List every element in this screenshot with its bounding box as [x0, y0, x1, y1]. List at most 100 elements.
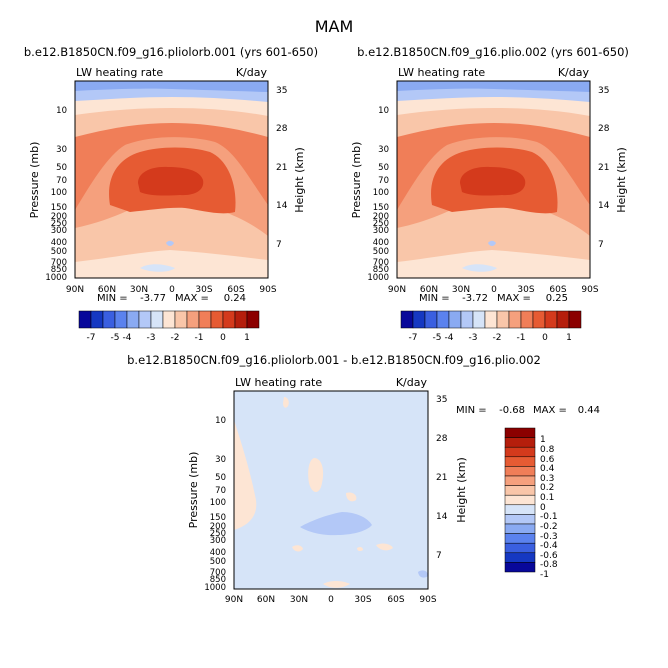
panel-3-ytick-label: 500 — [210, 557, 226, 567]
colorbar-swatch — [210, 310, 224, 329]
panel-3-min-value: -0.68 — [499, 405, 525, 416]
panel-2-ytick-label: 150 — [373, 203, 389, 213]
colorbar-swatch — [174, 310, 188, 329]
panel-3-colorbar-label: 0.3 — [540, 474, 554, 484]
panel-2-ytick-label: 500 — [373, 247, 389, 257]
panel-1-band-surface-pocket — [140, 264, 175, 272]
panel-1-y2tick-label: 28 — [276, 124, 288, 134]
panel-2-band-surface-pocket — [462, 264, 497, 272]
panel-3-variable-label: LW heating rate — [235, 376, 322, 389]
panel-1-ytick-label: 200 — [51, 212, 67, 222]
colorbar-swatch — [568, 310, 582, 329]
panel-3-ytick-label: 100 — [210, 498, 226, 508]
panel-3-band-top-warm — [283, 397, 289, 408]
panel-1-ytick-label: 250 — [51, 219, 67, 229]
panel-3-max-value: 0.44 — [578, 405, 600, 416]
colorbar-swatch — [90, 310, 104, 329]
panel-3-xtick-label: 30S — [354, 595, 371, 605]
panel-3-y2tick-label: 21 — [436, 473, 447, 483]
panel-1-ytick-label: 400 — [51, 238, 67, 248]
panel-1-ytick-label: 300 — [51, 226, 67, 236]
panel-1-colorbar-label: -3 — [147, 333, 156, 343]
panel-3-ytick-label: 30 — [215, 455, 226, 465]
panel-2-ytick-label: 850 — [373, 265, 389, 275]
panel-3-band-warm-blob-b — [376, 543, 393, 551]
panel-3-ytick-label: 50 — [215, 473, 226, 483]
panel-2-xtick-label: 60N — [420, 285, 438, 295]
panel-1-y-axis-title: Pressure (mb) — [28, 142, 41, 219]
panel-1-y2-axis: 35 28 21 14 7 Height (km) — [276, 86, 306, 250]
panel-2-band-blue-spot — [488, 240, 496, 246]
panel-1-y2tick-label: 14 — [276, 201, 288, 211]
colorbar-swatch — [186, 310, 200, 329]
colorbar-swatch — [496, 310, 510, 329]
panel-3-band-background — [234, 391, 428, 589]
panel-3-colorbar-label: -0.8 — [540, 560, 558, 570]
panel-1-ytick-label: 100 — [51, 188, 67, 198]
panel-2-colorbar-label: -7 — [409, 333, 418, 343]
panel-1-colorbar-label: 0 — [220, 333, 226, 343]
colorbar-swatch — [504, 494, 536, 506]
panel-1-frame — [74, 80, 269, 279]
colorbar-swatch — [504, 504, 536, 515]
panel-3-y2-axis-title: Height (km) — [455, 457, 468, 523]
panel-3-colorbar-label: -0.2 — [540, 522, 558, 532]
panel-3-ytick-label: 700 — [210, 568, 226, 578]
panel-1-xtick-label: 60S — [227, 285, 244, 295]
colorbar-swatch — [532, 310, 546, 329]
panel-2-colorbar-label: -2 — [493, 333, 502, 343]
colorbar-swatch — [504, 437, 536, 448]
colorbar-swatch — [504, 542, 536, 554]
colorbar-swatch — [222, 310, 236, 329]
colorbar-swatch — [508, 310, 522, 329]
panel-3-ytick-label: 150 — [210, 513, 226, 523]
panel-2-variable-label: LW heating rate — [398, 66, 485, 79]
colorbar-swatch — [504, 533, 536, 544]
panel-2-max-value: 0.25 — [546, 293, 568, 304]
panel-2-colorbar-labels: -7 -5 -4 -3 -2 -1 0 1 — [409, 333, 572, 343]
panel-2-y2tick-label: 35 — [598, 86, 609, 96]
panel-1-max-label: MAX = — [175, 293, 209, 304]
colorbar-swatch — [504, 552, 536, 563]
colorbar-swatch — [504, 562, 536, 573]
panel-3-xtick-label: 90N — [225, 595, 243, 605]
colorbar-swatch — [162, 310, 176, 329]
panel-3-ytick-label: 400 — [210, 548, 226, 558]
colorbar-swatch — [504, 514, 536, 525]
panel-1-y2tick-label: 7 — [276, 240, 282, 250]
panel-3-colorbar-label: -0.3 — [540, 532, 558, 542]
colorbar-swatch — [556, 310, 570, 329]
colorbar-swatch — [126, 310, 140, 329]
panel-2-xtick-label: 90N — [388, 285, 406, 295]
panel-3-min-label: MIN = — [456, 405, 487, 416]
panel-1-ytick-label: 150 — [51, 203, 67, 213]
panel-1-y2tick-label: 21 — [276, 163, 287, 173]
panel-2-colorbar-label: 1 — [566, 333, 572, 343]
panel-2-y-axis-title: Pressure (mb) — [350, 142, 363, 219]
panel-3-colorbar-labels: 1 0.8 0.6 0.4 0.3 0.2 0.1 0 -0.1 -0.2 -0… — [540, 435, 558, 580]
panel-3-y2tick-label: 28 — [436, 434, 448, 444]
panel-3-band-strat-warm — [308, 458, 324, 492]
panel-1-ytick-label: 50 — [56, 163, 67, 173]
panel-3-y-axis-title: Pressure (mb) — [187, 452, 200, 529]
panel-2-ytick-label: 250 — [373, 219, 389, 229]
panel-3-band-warm-blob-c — [357, 546, 363, 552]
panel-2-xtick-label: 60S — [549, 285, 566, 295]
panel-3-colorbar-label: 0.2 — [540, 483, 554, 493]
panel-2-y-axis: 10 30 50 70 100 150 200 250 300 400 500 … — [350, 106, 389, 283]
panel-2-colorbar-label: -4 — [445, 333, 454, 343]
panel-2-x-axis: 90N 60N 30N 0 30S 60S 90S — [388, 285, 599, 295]
colorbar-swatch — [114, 310, 128, 329]
panel-1-colorbar-label: 1 — [244, 333, 250, 343]
colorbar-swatch — [504, 427, 536, 438]
panel-1-band-tropical-core — [138, 166, 204, 196]
panel-3-contour-field — [234, 391, 428, 589]
panel-3-title: b.e12.B1850CN.f09_g16.pliolorb.001 - b.e… — [127, 353, 541, 367]
colorbar-swatch — [504, 446, 536, 458]
panel-3-xtick-label: 60N — [257, 595, 275, 605]
panel-3-ytick-label: 1000 — [204, 583, 226, 593]
panel-1-y-axis: 10 30 50 70 100 150 200 250 300 400 500 … — [28, 106, 67, 283]
panel-3-colorbar-label: -1 — [540, 570, 549, 580]
panel-3-xtick-label: 30N — [290, 595, 308, 605]
